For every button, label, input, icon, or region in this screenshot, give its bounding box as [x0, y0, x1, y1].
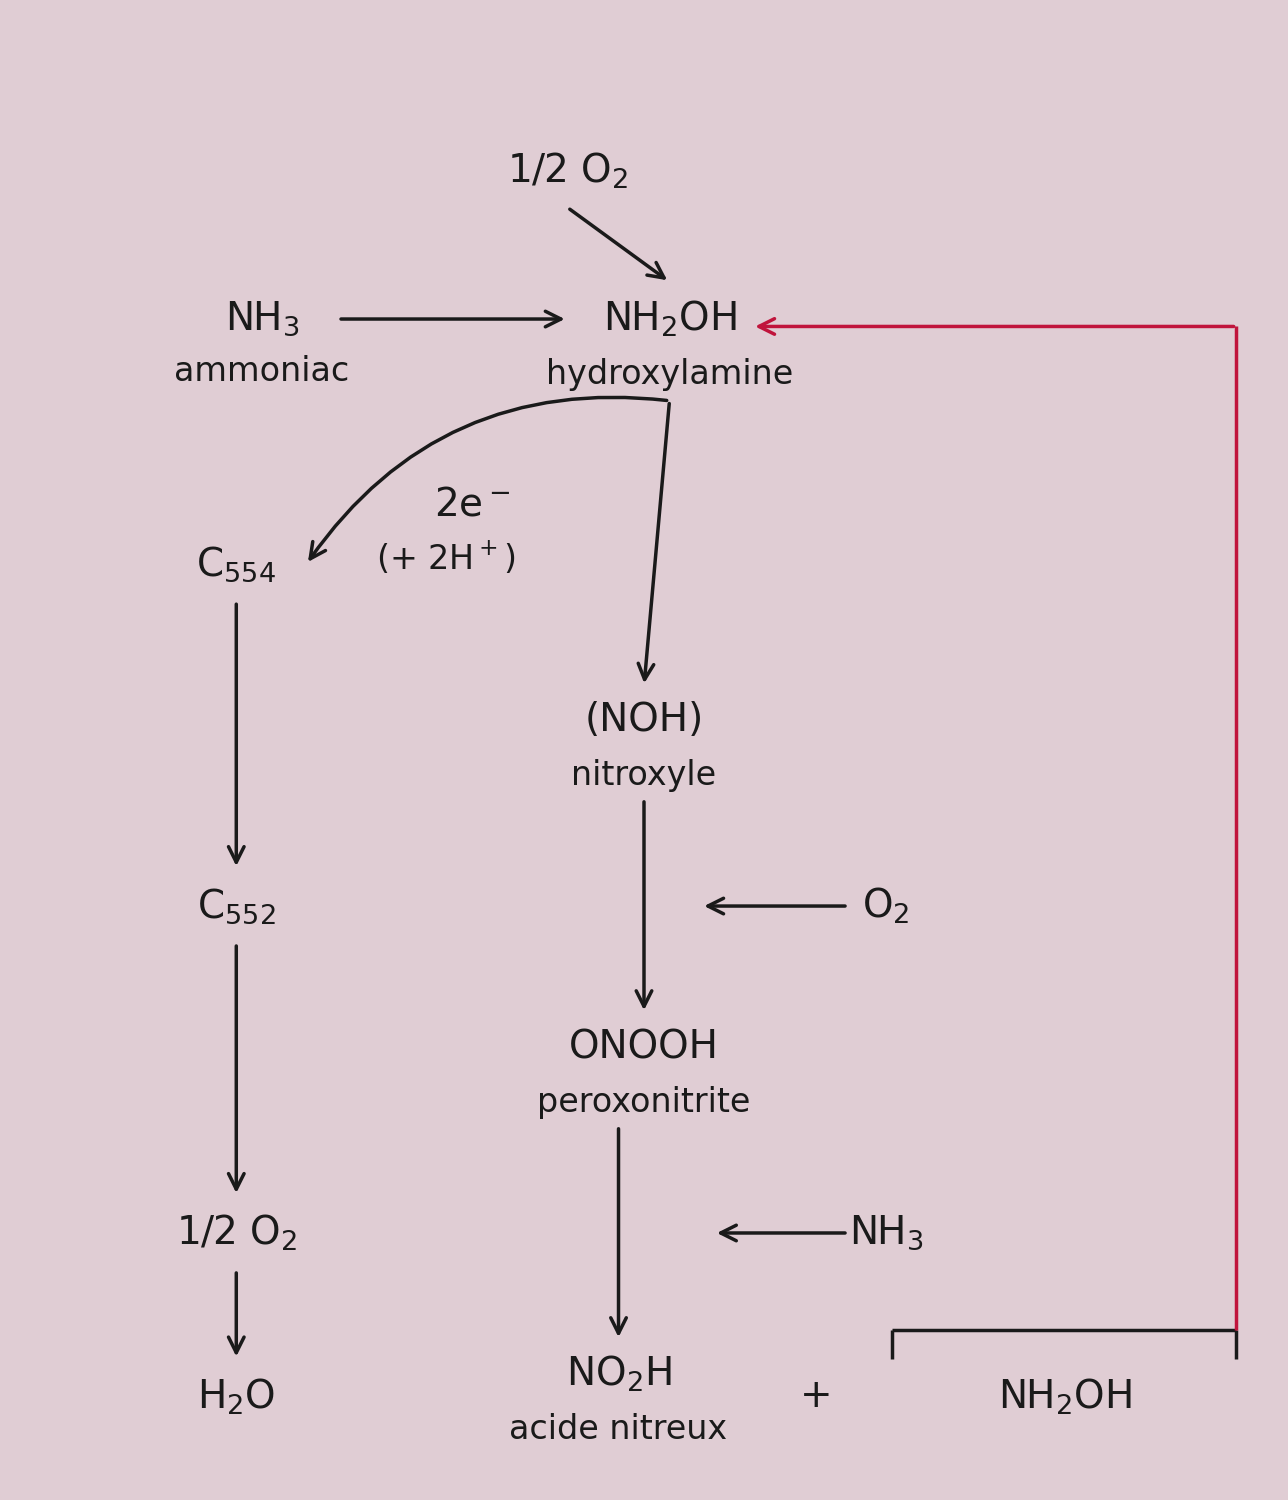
Text: (+ 2H$^+$): (+ 2H$^+$) [376, 540, 516, 576]
FancyArrowPatch shape [310, 398, 667, 560]
Text: 2e$^-$: 2e$^-$ [434, 486, 510, 524]
Text: (NOH): (NOH) [585, 702, 703, 740]
Text: H$_2$O: H$_2$O [197, 1377, 276, 1416]
Text: ONOOH: ONOOH [569, 1028, 719, 1066]
Text: peroxonitrite: peroxonitrite [537, 1086, 751, 1119]
Text: acide nitreux: acide nitreux [510, 1413, 728, 1446]
Text: nitroxyle: nitroxyle [572, 759, 716, 792]
Text: O$_2$: O$_2$ [862, 886, 909, 926]
Text: NH$_3$: NH$_3$ [849, 1214, 923, 1252]
Text: 1/2 O$_2$: 1/2 O$_2$ [507, 150, 629, 190]
Text: C$_{552}$: C$_{552}$ [197, 886, 276, 926]
Text: hydroxylamine: hydroxylamine [546, 357, 793, 390]
Text: +: + [800, 1377, 832, 1416]
Text: ammoniac: ammoniac [174, 354, 349, 387]
Text: NH$_2$OH: NH$_2$OH [998, 1377, 1131, 1416]
Text: 1/2 O$_2$: 1/2 O$_2$ [175, 1214, 296, 1252]
Text: C$_{554}$: C$_{554}$ [196, 544, 276, 584]
Text: NO$_2$H: NO$_2$H [565, 1354, 671, 1395]
Text: NH$_2$OH: NH$_2$OH [603, 298, 737, 339]
Text: NH$_3$: NH$_3$ [224, 300, 299, 339]
